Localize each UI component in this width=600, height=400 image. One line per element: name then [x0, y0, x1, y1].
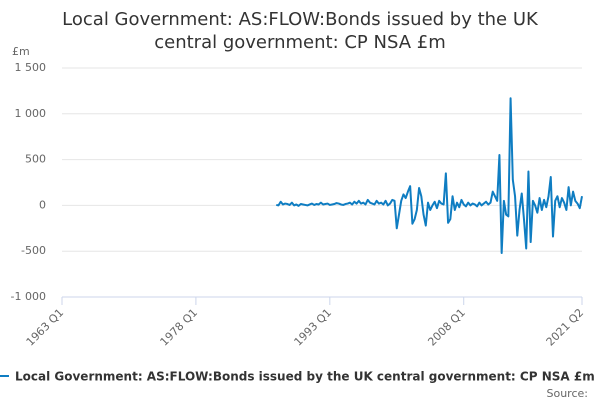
x-tick-label: 2008 Q1: [425, 306, 468, 349]
x-tick-label: 1993 Q1: [292, 306, 335, 349]
y-tick-label: 0: [39, 198, 46, 211]
y-axis-label: £m: [12, 45, 30, 58]
x-tick-label: 2021 Q2: [544, 306, 587, 349]
y-tick-label: 1 000: [15, 107, 47, 120]
x-tick-label: 1963 Q1: [24, 306, 67, 349]
source: Source:: [547, 387, 589, 400]
y-tick-label: -1 000: [11, 290, 46, 303]
x-tick-label: 1978 Q1: [158, 306, 201, 349]
line: [276, 97, 583, 255]
y-tick-label: -500: [21, 244, 46, 257]
legend-label[interactable]: Local Government: AS:FLOW:Bonds issued b…: [15, 370, 595, 384]
chart-title: Local Government: AS:FLOW:Bonds issued b…: [62, 9, 538, 53]
y-tick-label: 500: [25, 153, 46, 166]
y-tick-label: 1 500: [15, 61, 47, 74]
